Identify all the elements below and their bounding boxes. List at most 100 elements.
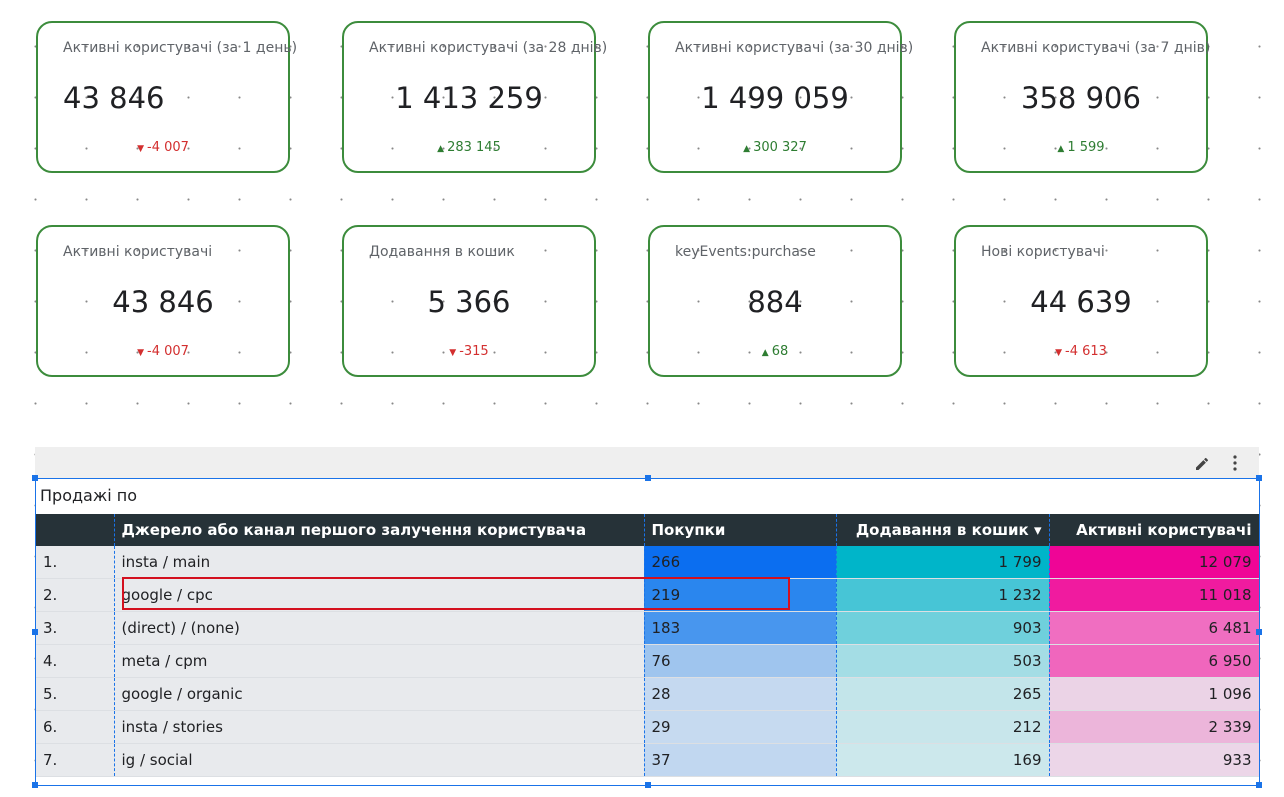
- scorecard-value: 5 366: [427, 285, 511, 319]
- trend-arrow: ▲: [437, 144, 445, 154]
- data-table: Джерело або канал першого залучення кори…: [36, 514, 1259, 777]
- header-cell: Покупки: [644, 514, 837, 546]
- scorecard-value: 358 906: [1021, 81, 1141, 115]
- scorecard: Активні користувачі (за 30 днів) 1 499 05…: [648, 21, 913, 173]
- scorecard-label: Активні користувачі (за 28 днів): [369, 40, 608, 56]
- table-cell: 503: [836, 644, 1050, 678]
- table-cell: 169: [836, 743, 1050, 777]
- table-cell: 6 481: [1049, 611, 1259, 645]
- table-cell: 2.: [36, 578, 115, 612]
- table-row: 1. insta / main 266 1 799 12 079: [36, 546, 1259, 579]
- table-cell: 1 799: [836, 546, 1050, 579]
- delta-value: -4 007: [147, 140, 189, 155]
- table-toolbar: [35, 447, 1259, 478]
- table-cell: insta / stories: [114, 710, 645, 744]
- scorecard-label: Додавання в кошик: [369, 244, 515, 260]
- scorecard-delta: ▼ -4 007: [38, 140, 288, 155]
- table-cell: 76: [644, 644, 837, 678]
- table-cell: ig / social: [114, 743, 645, 777]
- scorecard-value: 1 499 059: [701, 81, 849, 115]
- table-cell: 3.: [36, 611, 115, 645]
- header-cell: Джерело або канал першого залучення кори…: [114, 514, 645, 546]
- table-cell: 5.: [36, 677, 115, 711]
- scorecard-delta: ▲ 1 599: [956, 140, 1206, 155]
- handle: [32, 629, 38, 635]
- table-cell: 37: [644, 743, 837, 777]
- table-cell: 2 339: [1049, 710, 1259, 744]
- scorecard-value: 1 413 259: [395, 81, 543, 115]
- scorecard: Нові користувачі 44 639 ▼ -4 613: [954, 225, 1208, 377]
- header-cell: [36, 514, 115, 546]
- table-cell: 1.: [36, 546, 115, 579]
- header-text: Покупки: [651, 521, 726, 539]
- table-cell: meta / cpm: [114, 644, 645, 678]
- scorecard-delta: ▲ 68: [650, 344, 900, 359]
- table-cell: 12 079: [1049, 546, 1259, 579]
- table-row: 5. google / organic 28 265 1 096: [36, 677, 1259, 711]
- table-cell: 265: [836, 677, 1050, 711]
- table-body: 1. insta / main 266 1 799 12 079 2. google / c…: [36, 546, 1259, 777]
- scorecard-value: 43 846: [63, 81, 165, 115]
- scorecard-value: 884: [747, 285, 803, 319]
- scorecard-delta: ▲ 283 145: [344, 140, 594, 155]
- handle: [1256, 629, 1262, 635]
- table-cell: 933: [1049, 743, 1259, 777]
- trend-arrow: ▲: [761, 348, 769, 358]
- header-cell: Додавання в кошик ▾: [836, 514, 1050, 546]
- table-cell: 266: [644, 546, 837, 579]
- edit-icon[interactable]: [1193, 453, 1213, 473]
- sort-icon: ▾: [1028, 521, 1042, 539]
- more-icon[interactable]: [1230, 453, 1240, 473]
- table-row: 6. insta / stories 29 212 2 339: [36, 710, 1259, 744]
- delta-value: 68: [771, 344, 789, 359]
- table-cell: (direct) / (none): [114, 611, 645, 645]
- scorecard-label: Активні користувачі (за 30 днів): [675, 40, 914, 56]
- scorecard: Активні користувачі 43 846 ▼ -4 007: [36, 225, 290, 377]
- table-cell: 29: [644, 710, 837, 744]
- scorecard-label: keyEvents:purchase: [675, 244, 816, 260]
- table-row: 7. ig / social 37 169 933: [36, 743, 1259, 777]
- table-title: Продажі по: [40, 486, 138, 505]
- table-cell: 4.: [36, 644, 115, 678]
- handle: [32, 782, 38, 788]
- delta-value: 283 145: [447, 140, 501, 155]
- scorecard-delta: ▼ -4 613: [956, 344, 1206, 359]
- handle: [645, 475, 651, 481]
- header-text: Джерело або канал першого залучення кори…: [121, 521, 587, 539]
- trend-arrow: ▼: [137, 144, 144, 154]
- table-cell: 183: [644, 611, 837, 645]
- table-cell: 212: [836, 710, 1050, 744]
- scorecard-value: 43 846: [112, 285, 214, 319]
- trend-arrow: ▲: [743, 144, 751, 154]
- header-text: Додавання в кошик: [855, 521, 1029, 539]
- table-cell: 219: [644, 578, 837, 612]
- scorecard-label: Активні користувачі (за 1 день): [63, 40, 298, 56]
- scorecard-label: Нові користувачі: [981, 244, 1105, 260]
- scorecard-delta: ▼ -315: [344, 344, 594, 359]
- table-row: 4. meta / cpm 76 503 6 950: [36, 644, 1259, 678]
- table-cell: 6.: [36, 710, 115, 744]
- delta-value: 300 327: [753, 140, 807, 155]
- handle: [1256, 475, 1262, 481]
- delta-value: -4 613: [1065, 344, 1107, 359]
- scorecard-label: Активні користувачі (за 7 днів): [981, 40, 1211, 56]
- table-cell: 11 018: [1049, 578, 1259, 612]
- table-cell: 1 232: [836, 578, 1050, 612]
- handle: [1256, 782, 1262, 788]
- table-cell: 903: [836, 611, 1050, 645]
- table-cell: 7.: [36, 743, 115, 777]
- handle: [645, 782, 651, 788]
- table-cell: insta / main: [114, 546, 645, 579]
- trend-arrow: ▼: [137, 348, 144, 358]
- scorecard-label: Активні користувачі: [63, 244, 213, 260]
- scorecard: Активні користувачі (за 1 день) 43 846 ▼ -4…: [36, 21, 297, 173]
- delta-value: 1 599: [1067, 140, 1105, 155]
- table-cell: 6 950: [1049, 644, 1259, 678]
- table-cell: 28: [644, 677, 837, 711]
- header-row: Джерело або канал першого залучення кори…: [36, 514, 1259, 546]
- scorecard: Активні користувачі (за 28 днів) 1 413 25…: [342, 21, 607, 173]
- trend-arrow: ▼: [1055, 348, 1062, 358]
- table-cell: google / cpc: [114, 578, 645, 612]
